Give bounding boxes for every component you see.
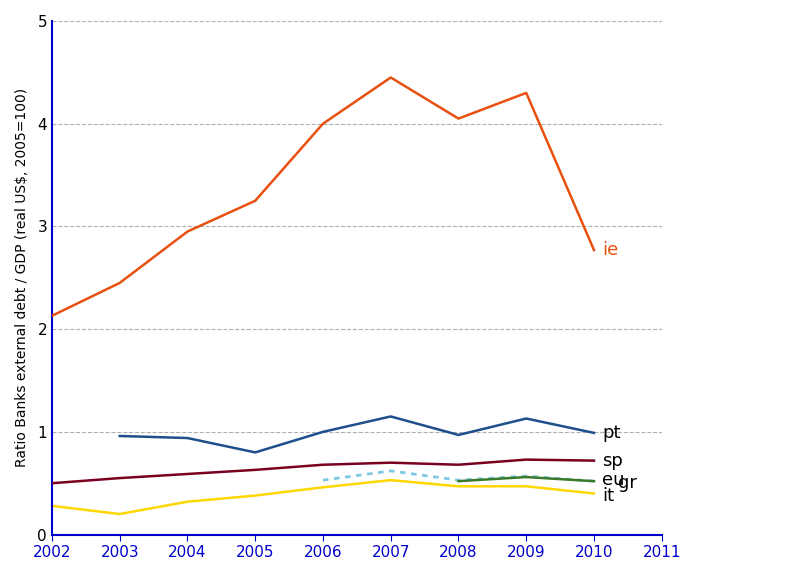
Text: pt: pt bbox=[602, 424, 621, 442]
Text: gr: gr bbox=[618, 474, 637, 492]
Text: it: it bbox=[602, 486, 614, 504]
Text: sp: sp bbox=[602, 451, 623, 470]
Text: ie: ie bbox=[602, 241, 618, 259]
Y-axis label: Ratio Banks external debt / GDP (real US$, 2005=100): Ratio Banks external debt / GDP (real US… bbox=[15, 88, 29, 467]
Text: eu: eu bbox=[602, 470, 625, 489]
